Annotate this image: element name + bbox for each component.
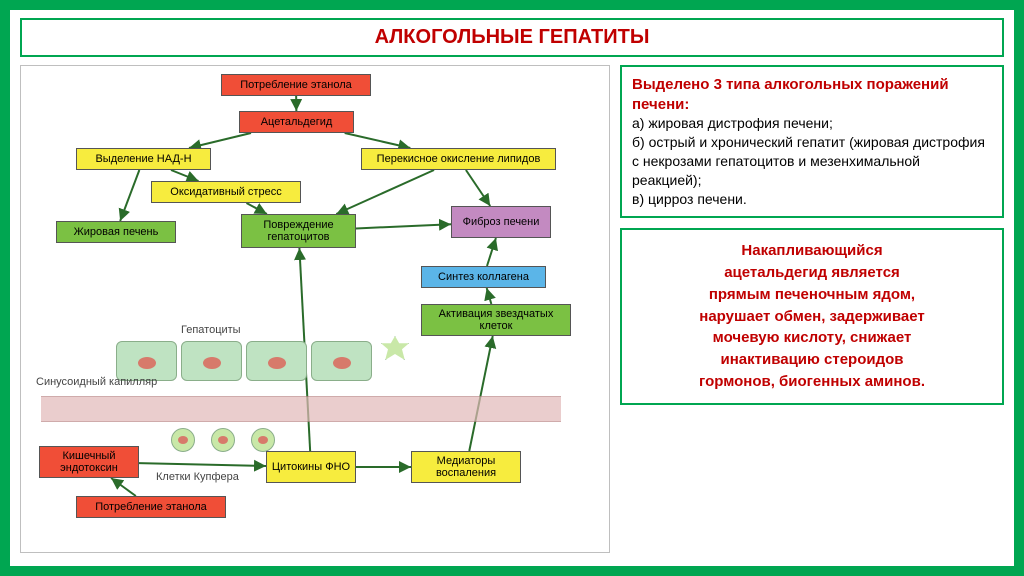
right-panel: Выделено 3 типа алкогольных поражений пе… [620,65,1004,553]
arrow [345,133,411,148]
type-item-c: в) цирроз печени. [632,190,992,209]
stellate-cell [381,336,409,360]
line-2: прямым печеночным ядом, [632,284,992,306]
hepatocyte-cell [116,341,177,381]
arrow [171,170,199,181]
arrow [356,224,451,228]
diagram-panel: Гепатоциты Синусоидный капилляр Клетки Куп… [20,65,610,553]
type-item-a: а) жировая дистрофия печени; [632,114,992,133]
node-n11: Кишечный эндотоксин [39,446,139,478]
node-n12: Потребление этанола [76,496,226,518]
node-n10: Активация звездчатых клеток [421,304,571,336]
line-0: Накапливающийся [632,240,992,262]
line-1: ацетальдегид является [632,262,992,284]
node-n4: Перекисное окисление липидов [361,148,556,170]
node-n3: Выделение НАД-Н [76,148,211,170]
arrow [189,133,251,148]
node-n1: Потребление этанола [221,74,371,96]
sinusoid-capillary [41,396,561,422]
page-title: АЛКОГОЛЬНЫЕ ГЕПАТИТЫ [20,18,1004,57]
node-n2: Ацетальдегид [239,111,354,133]
content-area: Гепатоциты Синусоидный капилляр Клетки Куп… [20,65,1004,553]
kupffer-cell [211,428,235,452]
arrow [487,238,496,266]
node-n14: Медиаторы воспаления [411,451,521,483]
arrow [139,463,266,466]
node-n8: Фиброз печени [451,206,551,238]
arrow [111,478,136,496]
node-n13: Цитокины ФНО [266,451,356,483]
line-5: инактивацию стероидов [632,349,992,371]
diagram-label: Синусоидный капилляр [36,376,157,388]
node-n7: Повреждение гепатоцитов [241,214,356,248]
hepatocyte-cell [181,341,242,381]
type-item-b: б) острый и хронический гепатит (жировая… [632,133,992,190]
line-3: нарушает обмен, задерживает [632,306,992,328]
acetaldehyde-box: Накапливающийся ацетальдегид является пр… [620,228,1004,404]
node-n6: Жировая печень [56,221,176,243]
title-text: АЛКОГОЛЬНЫЕ ГЕПАТИТЫ [375,26,650,48]
arrow [466,170,490,206]
node-n5: Оксидативный стресс [151,181,301,203]
arrow [469,336,492,451]
kupffer-cell [171,428,195,452]
arrow [487,288,492,304]
types-heading: Выделено 3 типа алкогольных поражений пе… [632,75,992,114]
line-6: гормонов, биогенных аминов. [632,371,992,393]
hepatocyte-cell [246,341,307,381]
diagram-label: Клетки Купфера [156,471,239,483]
hepatocyte-cell [311,341,372,381]
kupffer-cell [251,428,275,452]
diagram-label: Гепатоциты [181,324,241,336]
arrow [246,203,266,214]
arrow [336,170,434,214]
node-n9: Синтез коллагена [421,266,546,288]
arrow [120,170,139,221]
line-4: мочевую кислоту, снижает [632,327,992,349]
types-box: Выделено 3 типа алкогольных поражений пе… [620,65,1004,218]
